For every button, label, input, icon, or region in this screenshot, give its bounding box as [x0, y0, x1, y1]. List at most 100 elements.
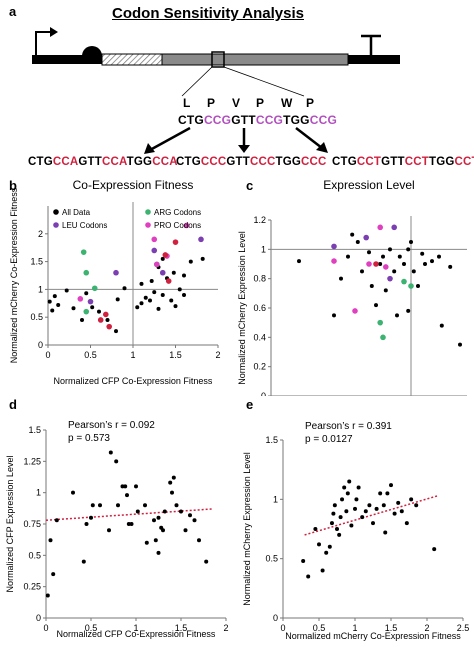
codon-5: CCA — [152, 156, 178, 168]
data-point — [360, 515, 365, 520]
legend-marker — [53, 209, 59, 215]
data-point — [383, 530, 388, 535]
legend-marker — [53, 222, 59, 228]
legend-marker — [145, 222, 151, 228]
x-tick-label: 2.5 — [457, 623, 470, 633]
data-point — [367, 503, 372, 508]
y-tick-label: 0 — [261, 391, 266, 396]
y-tick-label: 1.5 — [28, 425, 41, 435]
data-point-red — [162, 252, 169, 258]
data-point-red — [373, 261, 379, 267]
data-point — [324, 550, 329, 555]
chart-expression-level: 00.20.40.60.811.21.400.20.40.60.811.2Exp… — [237, 178, 467, 396]
data-point-all-data — [80, 317, 84, 322]
data-point-all-data — [397, 254, 402, 259]
data-point — [371, 521, 375, 526]
x-tick-label: 0.5 — [313, 623, 326, 633]
panel-a-label: a — [9, 4, 17, 19]
data-point — [54, 518, 59, 523]
chart-cfp-correlation: 0 0.5 1 1.5 200.250.50.7511.251.5Normalized … — [5, 420, 229, 639]
data-point — [161, 528, 165, 533]
amino-acid-2: V — [232, 96, 241, 110]
data-point-pro-codons — [352, 308, 358, 314]
x-tick-label: 0 — [45, 350, 50, 360]
zoom-line-left — [181, 66, 213, 97]
data-point — [153, 538, 158, 543]
trend-line — [304, 495, 439, 536]
data-point-all-data — [420, 251, 425, 256]
data-point-all-data — [173, 304, 178, 309]
data-point — [152, 518, 156, 523]
data-point-red — [103, 311, 109, 318]
data-point — [123, 484, 128, 489]
data-point-arg-codons — [377, 319, 383, 326]
x-tick-label: 1.5 — [169, 350, 182, 360]
x-tick-label: 1.5 — [385, 623, 398, 633]
y-tick-label: 1.2 — [253, 215, 266, 225]
codon-3: CCC — [250, 156, 276, 168]
codon-0: CTG — [178, 113, 204, 127]
data-point — [356, 485, 361, 490]
data-point — [89, 515, 93, 520]
data-point — [107, 528, 111, 533]
data-point — [174, 503, 179, 508]
y-tick-label: 0.5 — [265, 554, 278, 564]
data-point — [337, 532, 342, 537]
codon-4: TGG — [275, 156, 302, 168]
y-tick-label: 0.2 — [253, 362, 266, 372]
data-point — [156, 515, 161, 520]
panel-c-label: c — [246, 178, 254, 193]
data-point — [188, 513, 192, 518]
data-point-all-data — [188, 259, 193, 264]
data-point — [378, 491, 383, 496]
y-tick-label: 1.5 — [30, 257, 43, 267]
data-point — [345, 491, 350, 496]
codon-2: GTT — [381, 156, 405, 168]
y-tick-label: 0 — [38, 340, 43, 350]
data-point-all-data — [143, 295, 148, 300]
data-point — [116, 503, 120, 508]
x-tick-label: 2 — [223, 623, 228, 633]
legend-label: ARG Codons — [154, 208, 201, 217]
data-point-all-data — [52, 294, 57, 299]
codon-1: CCT — [356, 156, 382, 168]
data-point — [156, 550, 161, 555]
data-point-arg-codons — [380, 334, 386, 341]
codon-5: CCC — [301, 156, 327, 168]
codon-2: GTT — [226, 156, 250, 168]
data-point-all-data — [350, 232, 355, 237]
codon-5: CCG — [309, 113, 337, 127]
data-point-all-data — [156, 306, 161, 311]
data-point — [389, 483, 393, 488]
amino-acid-5: P — [306, 96, 315, 110]
data-point-all-data — [360, 269, 364, 274]
data-point — [134, 484, 138, 489]
x-tick-label: 0.5 — [84, 350, 97, 360]
data-point-all-data — [458, 342, 462, 347]
data-point-all-data — [139, 281, 144, 286]
sequence-ccc: CTGCCCGTTCCCTGGCCC — [176, 156, 327, 168]
data-point — [349, 523, 354, 528]
data-point-all-data — [374, 303, 378, 308]
panel-e-label: e — [246, 397, 254, 412]
codon-3: CCG — [255, 113, 284, 127]
y-axis-label: Normalized mCherry Co-Expression Fitness — [9, 187, 19, 363]
data-point-leu-codons — [391, 224, 397, 231]
y-tick-label: 1 — [261, 244, 266, 254]
data-point — [338, 515, 343, 520]
y-axis-label: Normalized CFP Expression Level — [5, 456, 15, 593]
y-tick-label: 2 — [38, 229, 43, 239]
data-point — [162, 509, 167, 514]
data-point-all-data — [416, 284, 420, 288]
data-point-all-data — [423, 262, 427, 266]
data-point — [135, 509, 140, 514]
data-point — [317, 542, 321, 547]
amino-acid-4: W — [281, 96, 293, 110]
data-point-all-data — [297, 259, 301, 264]
data-point-all-data — [388, 247, 392, 252]
trend-line — [45, 508, 213, 521]
y-axis-label: Normalized mCherry Expression Level — [242, 452, 252, 606]
amino-acid-3: P — [256, 96, 265, 110]
data-point — [320, 568, 325, 573]
